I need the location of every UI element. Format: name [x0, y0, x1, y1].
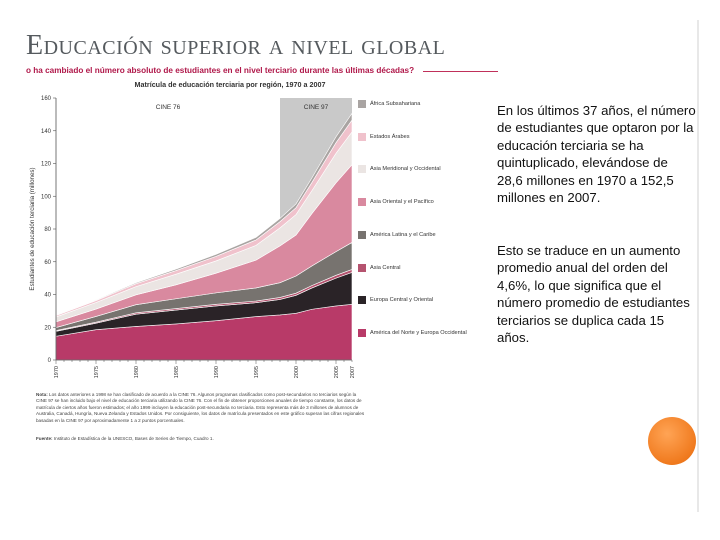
chart-title: Matrícula de educación terciaria por reg… — [134, 80, 326, 89]
legend-item: América Latina y el Caribe — [358, 230, 508, 241]
orange-circle-decoration — [648, 417, 696, 465]
x-tick-label-1: 1975 — [94, 366, 100, 378]
legend-swatch — [358, 230, 366, 239]
stacked-area-chart: CINE 76 CINE 97 0 20 40 60 80 100 120 140 160 1970 1… — [29, 96, 356, 378]
x-tick-label-0: 1970 — [54, 366, 60, 378]
legend-label: América Latina y el Caribe — [370, 231, 436, 238]
source-text: Instituto de Estadística de la UNESCO, B… — [53, 436, 214, 441]
period-label-1: CINE 97 — [304, 104, 329, 111]
legend-item: Europa Central y Oriental — [358, 296, 508, 306]
legend-item: Asia Meridional y Occidental — [358, 165, 508, 175]
legend-label: Asia Oriental y el Pacífico — [370, 199, 434, 206]
y-tick-label-3: 60 — [44, 260, 51, 266]
legend-swatch — [358, 296, 366, 305]
legend-label: Europa Central y Oriental — [370, 297, 434, 304]
question-subtitle: o ha cambiado el número absoluto de estu… — [26, 66, 415, 75]
x-tick-label-5: 1995 — [254, 366, 260, 378]
body-paragraph-2: Esto se traduce en un aumento promedio a… — [497, 243, 690, 346]
y-tick-label-4: 80 — [44, 227, 51, 233]
y-tick-label-2: 40 — [44, 293, 51, 299]
legend-swatch — [358, 198, 366, 207]
legend-item: Asia Central — [358, 263, 508, 274]
chart-notes: Nota: Los datos anteriores a 1998 se han… — [36, 392, 366, 424]
y-tick-label-5: 100 — [41, 194, 52, 200]
legend-swatch — [358, 132, 366, 141]
legend-label: África Subsahariana — [370, 101, 421, 107]
legend-item: América del Norte y Europa Occidental — [358, 328, 508, 339]
y-axis-title: Estudiantes de educación terciaria (mill… — [29, 167, 36, 290]
slide-title: Educación superior a nivel global — [26, 30, 446, 61]
question-underline — [423, 71, 498, 72]
x-tick-label-2: 1980 — [134, 366, 140, 378]
x-tick-label-7: 2005 — [334, 366, 340, 378]
y-tick-label-6: 120 — [41, 162, 52, 168]
y-tick-label-0: 0 — [48, 358, 52, 364]
legend-label: América del Norte y Europa Occidental — [370, 329, 467, 336]
x-tick-label-8: 2007 — [350, 366, 356, 378]
chart-source: Fuente: Instituto de Estadística de la U… — [36, 436, 214, 441]
legend-item: Estados Árabes — [358, 132, 508, 143]
x-tick-label-4: 1990 — [214, 366, 220, 378]
legend-label: Asia Central — [370, 264, 401, 271]
notes-text: Los datos anteriores a 1998 se han clasi… — [36, 392, 365, 423]
x-tick-label-6: 2000 — [294, 366, 300, 378]
notes-label: Nota: — [36, 392, 48, 397]
y-tick-label-1: 20 — [44, 325, 51, 331]
y-tick-label-8: 160 — [41, 96, 52, 102]
legend-swatch — [358, 100, 366, 108]
legend-label: Estados Árabes — [370, 133, 410, 140]
x-tick-label-3: 1985 — [174, 366, 180, 378]
legend-item: África Subsahariana — [358, 100, 508, 110]
y-tick-label-7: 140 — [41, 129, 52, 135]
right-border-line — [697, 20, 699, 512]
legend-swatch — [358, 263, 366, 272]
area-series-7 — [55, 112, 353, 317]
legend-swatch — [358, 165, 366, 174]
legend-swatch — [358, 328, 366, 337]
source-label: Fuente: — [36, 436, 53, 441]
period-label-0: CINE 76 — [156, 104, 181, 111]
body-paragraph-1: En los últimos 37 años, el número de est… — [497, 103, 696, 206]
legend-label: Asia Meridional y Occidental — [370, 166, 441, 173]
legend-item: Asia Oriental y el Pacífico — [358, 198, 508, 208]
